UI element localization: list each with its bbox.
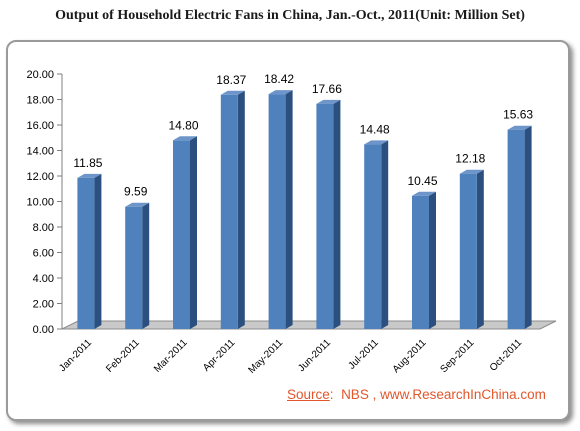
x-tick-label: Jul-2011 bbox=[346, 337, 381, 372]
bar-Oct-2011 bbox=[507, 125, 532, 329]
data-label: 14.48 bbox=[360, 122, 390, 136]
bar-Jul-2011 bbox=[364, 140, 389, 329]
bar-side bbox=[476, 169, 484, 329]
source-separator: : bbox=[329, 387, 334, 402]
x-tick-label: Mar-2011 bbox=[152, 337, 190, 375]
chart-title: Output of Household Electric Fans in Chi… bbox=[55, 8, 525, 23]
bar-front bbox=[507, 129, 525, 329]
y-tick-label: 10.00 bbox=[26, 197, 54, 209]
bar-side bbox=[429, 191, 436, 329]
x-tick-label: May-2011 bbox=[247, 337, 286, 376]
bar-top bbox=[173, 136, 197, 141]
bar-front bbox=[220, 94, 238, 329]
bar-Jan-2011 bbox=[77, 173, 102, 329]
source-note: Source: NBS , www.ResearchInChina.com bbox=[287, 387, 546, 402]
x-tick-label: Jan-2011 bbox=[57, 337, 94, 374]
bar-side bbox=[285, 90, 293, 330]
bar-top bbox=[316, 99, 341, 104]
bar-May-2011 bbox=[268, 90, 293, 330]
bar-top bbox=[507, 125, 532, 130]
bar-Jun-2011 bbox=[316, 99, 341, 330]
x-tick-label: Apr-2011 bbox=[201, 337, 238, 374]
data-label: 18.37 bbox=[216, 73, 246, 87]
bar-side bbox=[381, 140, 389, 329]
y-tick-label: 8.00 bbox=[33, 222, 54, 234]
x-tick-label: Oct-2011 bbox=[488, 337, 525, 374]
y-tick-label: 4.00 bbox=[33, 273, 54, 285]
bar-side bbox=[190, 136, 197, 329]
data-label: 9.59 bbox=[124, 185, 148, 199]
y-tick-label: 0.00 bbox=[33, 324, 54, 336]
bar-front bbox=[173, 140, 190, 329]
x-tick-label: Sep-2011 bbox=[438, 337, 476, 375]
bar-top bbox=[77, 173, 102, 178]
data-label: 10.45 bbox=[407, 174, 437, 188]
bar-front bbox=[268, 94, 286, 330]
data-label: 11.85 bbox=[73, 156, 102, 170]
bar-top bbox=[268, 90, 293, 95]
data-label: 12.18 bbox=[455, 152, 485, 166]
bar-top bbox=[220, 90, 245, 95]
bar-top bbox=[412, 191, 436, 196]
bar-Sep-2011 bbox=[459, 169, 484, 329]
bar-side bbox=[94, 173, 102, 329]
bar-top bbox=[364, 140, 389, 145]
bar-top bbox=[459, 169, 484, 174]
bar-Mar-2011 bbox=[173, 136, 197, 329]
bar-side bbox=[142, 202, 150, 329]
data-label: 18.42 bbox=[264, 72, 294, 86]
y-tick-label: 12.00 bbox=[26, 171, 54, 183]
x-tick-label: Feb-2011 bbox=[104, 337, 142, 375]
bar-front bbox=[125, 206, 143, 329]
y-tick-label: 2.00 bbox=[33, 299, 54, 311]
source-text: NBS , www.ResearchInChina.com bbox=[341, 387, 546, 402]
bar-side bbox=[333, 99, 341, 330]
bar-front bbox=[364, 144, 382, 329]
bar-front bbox=[77, 177, 95, 329]
source-label: Source bbox=[287, 387, 330, 402]
y-tick-label: 6.00 bbox=[33, 248, 54, 260]
bar-side bbox=[524, 125, 532, 329]
bar-Feb-2011 bbox=[125, 202, 150, 329]
bar-front bbox=[459, 173, 477, 329]
y-tick-label: 16.00 bbox=[26, 120, 54, 132]
data-label: 17.66 bbox=[312, 82, 342, 96]
bar-top bbox=[125, 202, 150, 207]
x-tick-label: Aug-2011 bbox=[391, 337, 429, 375]
bar-Apr-2011 bbox=[220, 90, 245, 329]
x-tick-label: Jun-2011 bbox=[296, 337, 333, 374]
bar-side bbox=[237, 90, 245, 329]
bar-front bbox=[316, 103, 334, 330]
bar-front bbox=[412, 195, 429, 329]
data-label: 14.80 bbox=[168, 118, 198, 132]
data-label: 15.63 bbox=[503, 108, 533, 122]
y-tick-label: 14.00 bbox=[26, 146, 54, 158]
bar-Aug-2011 bbox=[412, 191, 436, 329]
y-tick-label: 18.00 bbox=[26, 95, 54, 107]
y-tick-label: 20.00 bbox=[26, 69, 54, 81]
